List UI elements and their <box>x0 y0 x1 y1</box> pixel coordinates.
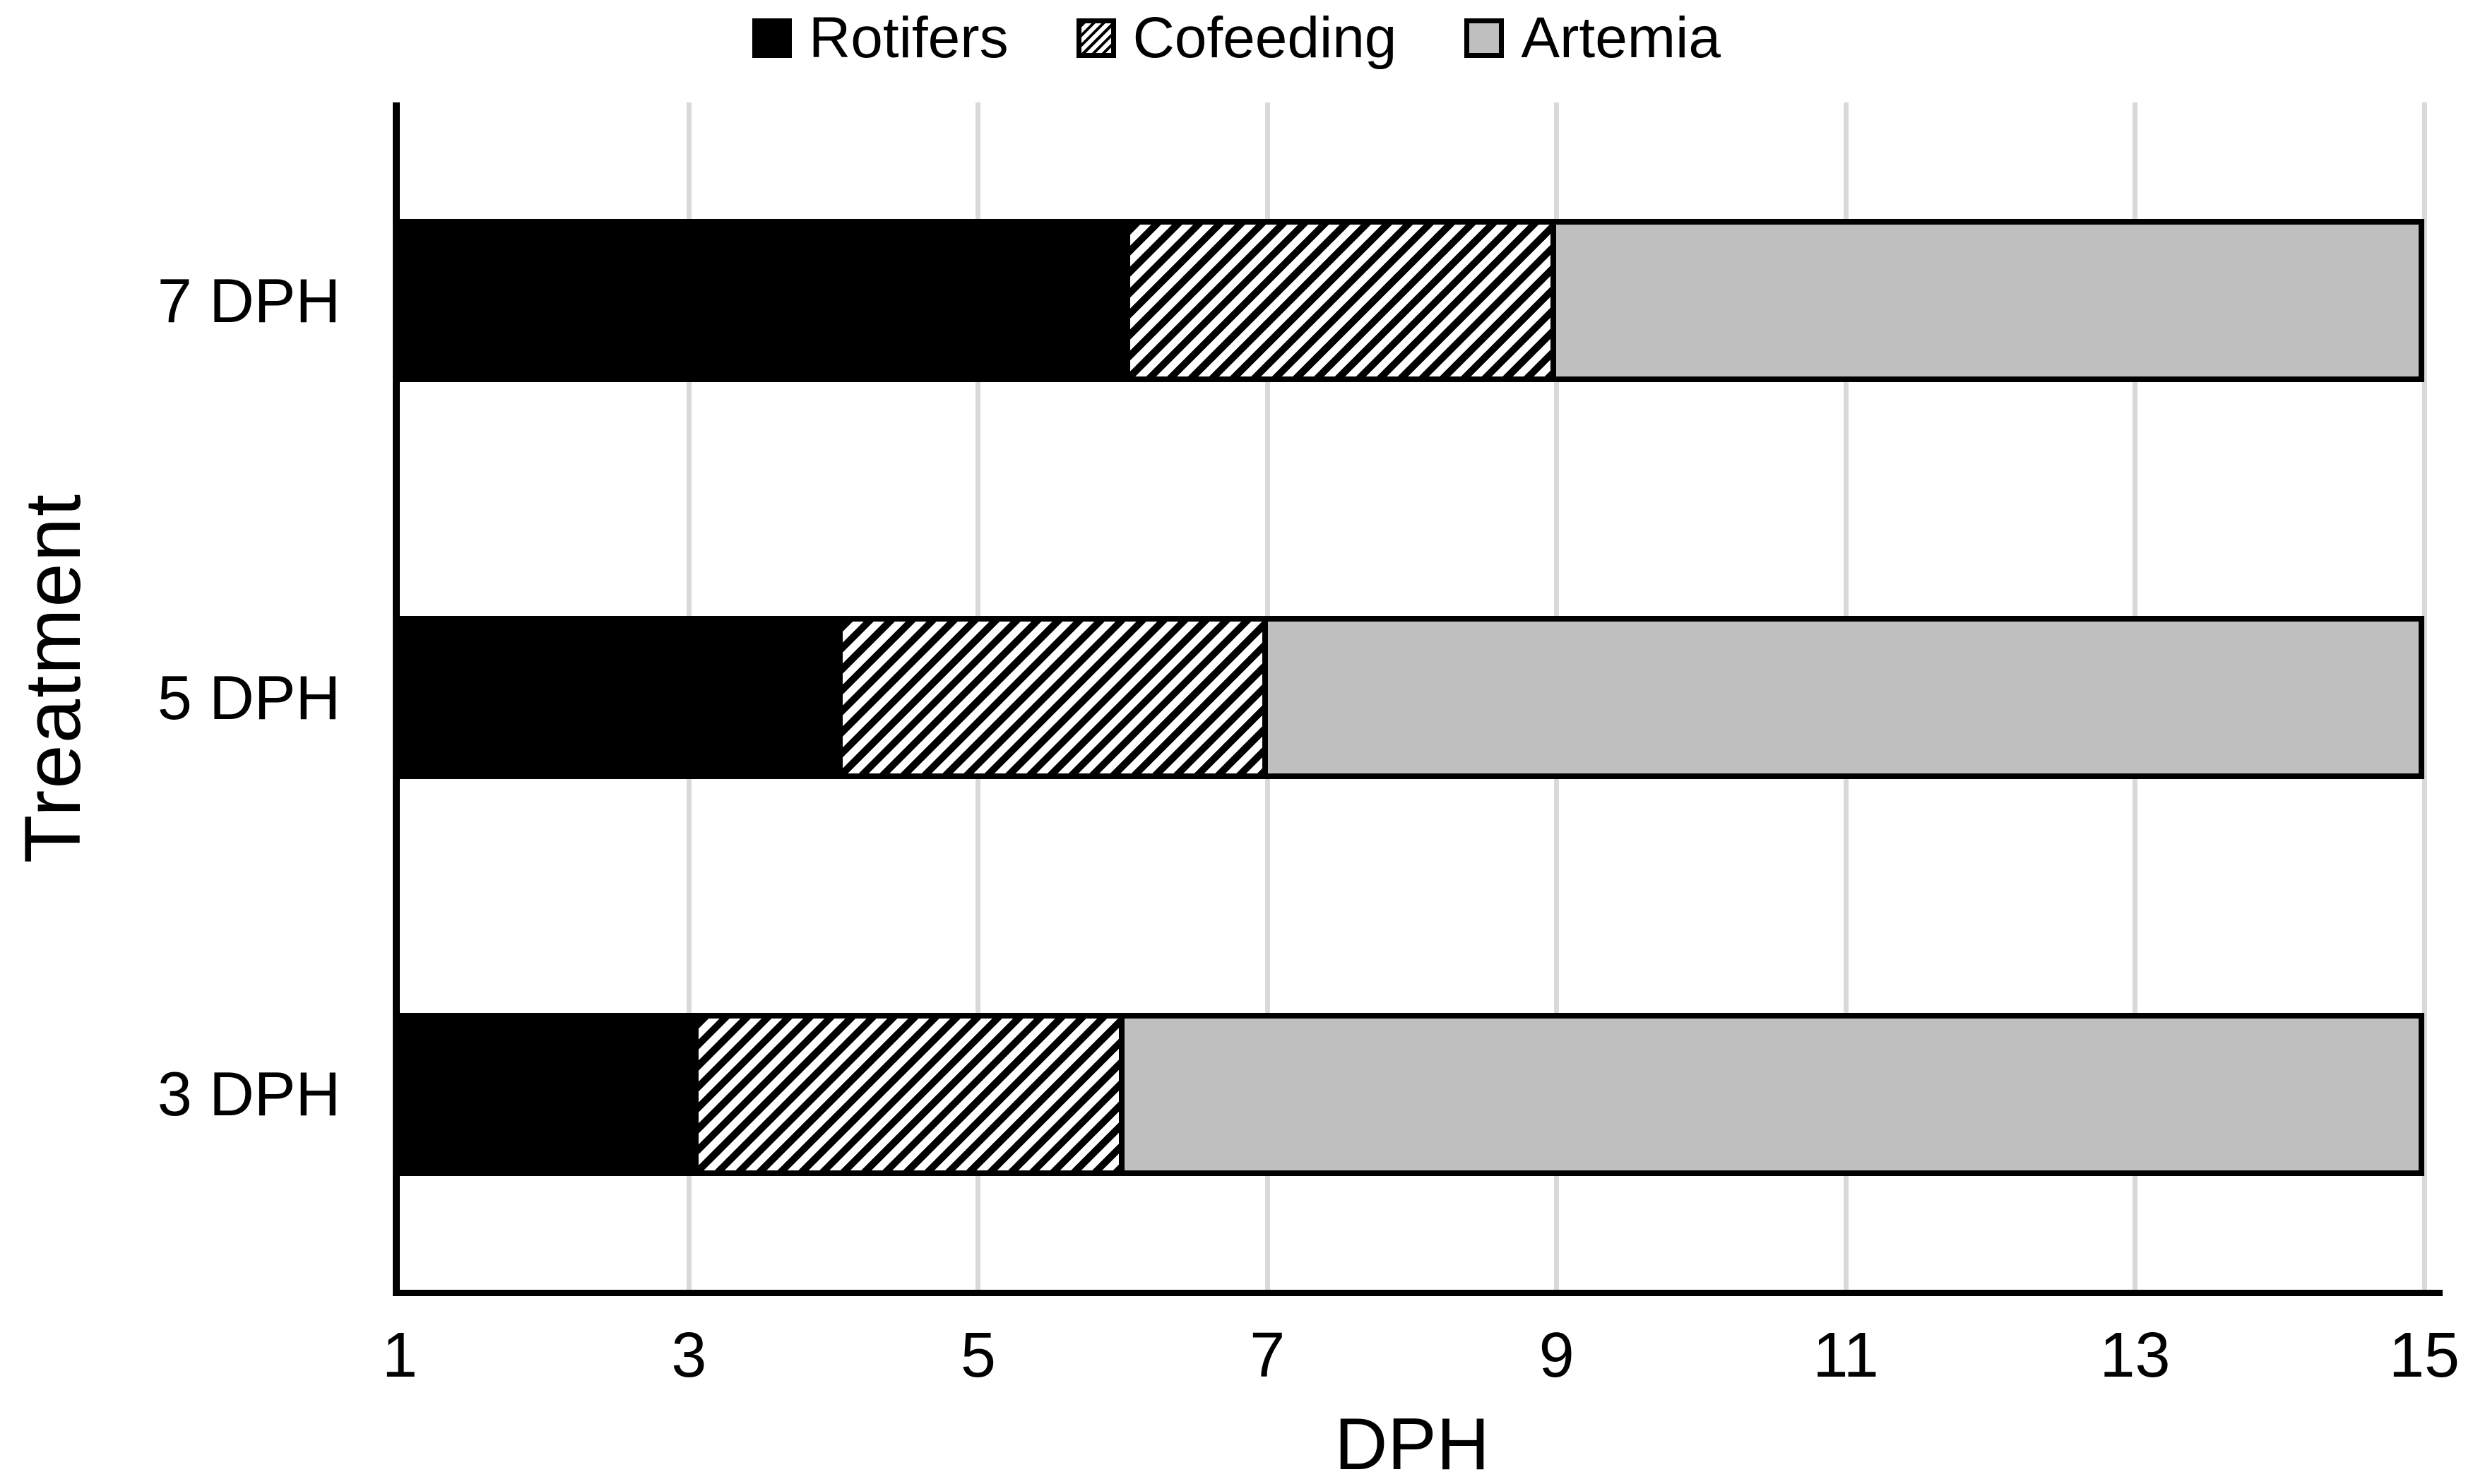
legend-item-artemia: Artemia <box>1464 3 1721 73</box>
segment-artemia-5-dph <box>1268 622 2419 773</box>
legend-swatch-artemia-icon <box>1464 18 1505 58</box>
legend-label-artemia: Artemia <box>1521 6 1721 70</box>
x-tick-label-15: 15 <box>2388 1320 2460 1391</box>
category-label-7-dph: 7 DPH <box>157 265 340 336</box>
segment-artemia-7-dph <box>1555 225 2419 377</box>
segment-rotifers-7-dph <box>405 225 1125 377</box>
plot-area <box>400 102 2427 1293</box>
segment-cofeeding-3-dph <box>693 1018 1125 1170</box>
bar-5-dph <box>400 616 2424 779</box>
gridline-dph-15 <box>2421 102 2427 1293</box>
y-axis-line <box>393 102 400 1296</box>
x-tick-label-11: 11 <box>1813 1320 1879 1391</box>
category-label-5-dph: 5 DPH <box>157 662 340 732</box>
x-axis-line <box>393 1290 2443 1296</box>
segment-cofeeding-5-dph <box>836 622 1269 773</box>
legend-item-cofeeding: Cofeeding <box>1076 3 1397 73</box>
legend-swatch-cofeeding-icon <box>1076 18 1116 58</box>
legend-swatch-rotifers-icon <box>752 18 793 58</box>
segment-rotifers-5-dph <box>405 622 837 773</box>
x-tick-label-3: 3 <box>671 1320 707 1391</box>
segment-cofeeding-7-dph <box>1124 225 1556 377</box>
x-tick-label-5: 5 <box>960 1320 996 1391</box>
legend-label-rotifers: Rotifers <box>809 6 1009 70</box>
x-tick-label-1: 1 <box>381 1320 418 1391</box>
legend-item-rotifers: Rotifers <box>752 3 1009 73</box>
bar-7-dph <box>400 219 2424 383</box>
x-tick-label-7: 7 <box>1250 1320 1286 1391</box>
bar-3-dph <box>400 1012 2424 1176</box>
segment-artemia-3-dph <box>1124 1018 2419 1170</box>
x-axis-title: DPH <box>1334 1403 1490 1484</box>
segment-rotifers-3-dph <box>405 1018 694 1170</box>
legend-label-cofeeding: Cofeeding <box>1132 6 1397 70</box>
category-label-3-dph: 3 DPH <box>157 1059 340 1129</box>
legend: Rotifers Cofeeding Artemia <box>0 3 2473 73</box>
x-tick-label-9: 9 <box>1538 1320 1574 1391</box>
x-tick-label-13: 13 <box>2099 1320 2171 1391</box>
